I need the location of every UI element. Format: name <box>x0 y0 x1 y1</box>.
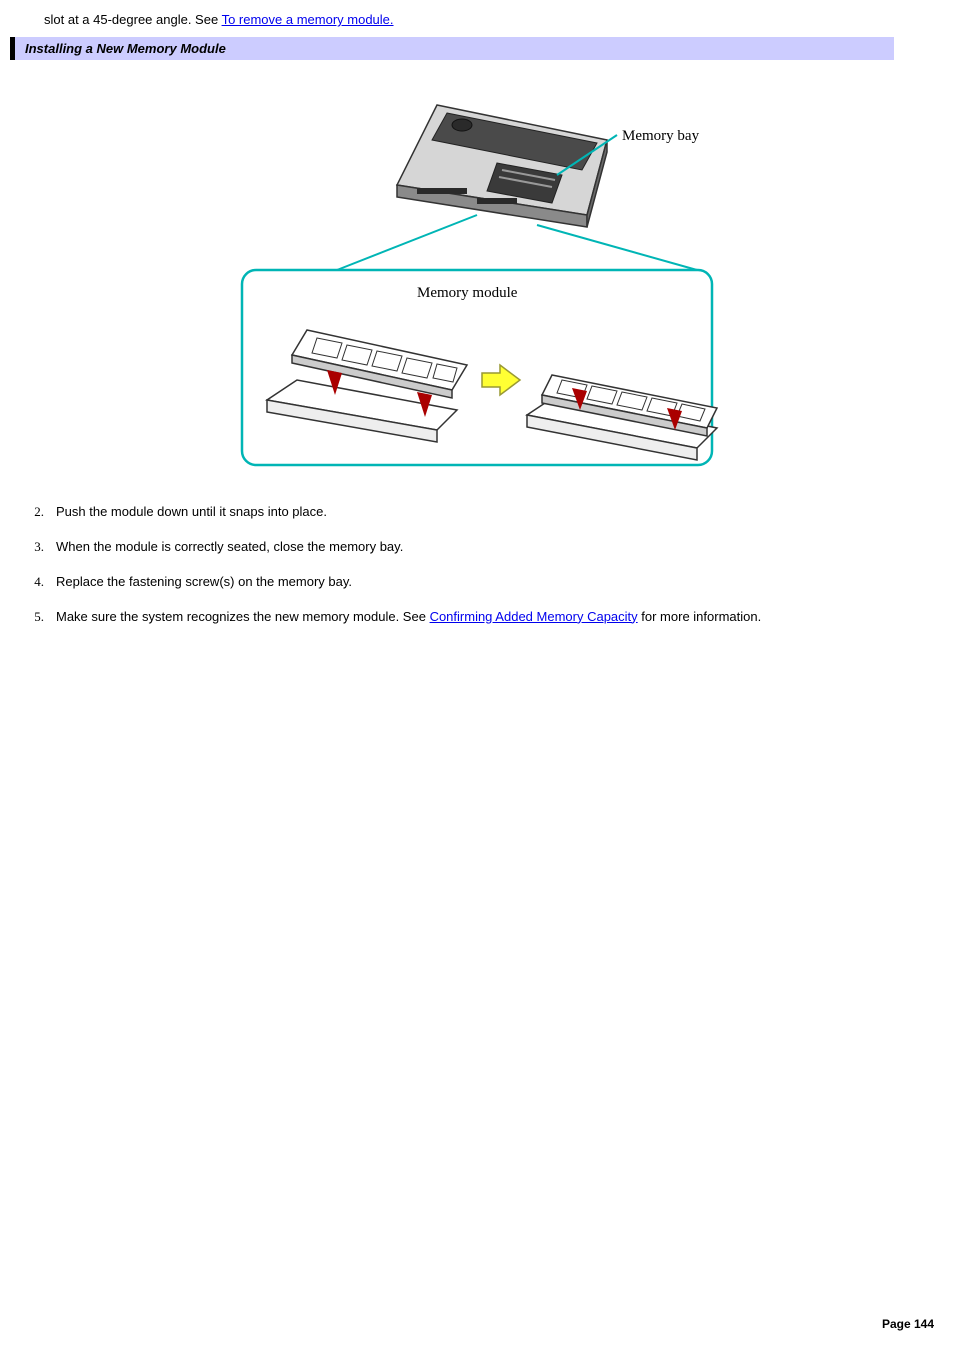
connector-line-right <box>537 225 697 270</box>
step-text-suffix: for more information. <box>638 609 762 624</box>
intro-paragraph: slot at a 45-degree angle. See To remove… <box>0 0 954 37</box>
step-text: Push the module down until it snaps into… <box>56 503 894 522</box>
step-text: Replace the fastening screw(s) on the me… <box>56 573 894 592</box>
label-memory-module: Memory module <box>417 285 518 301</box>
step-item: 5. Make sure the system recognizes the n… <box>30 608 894 627</box>
step-number: 4. <box>30 573 44 592</box>
step-text-prefix: Make sure the system recognizes the new … <box>56 609 430 624</box>
page-content: slot at a 45-degree angle. See To remove… <box>0 0 954 626</box>
label-memory-bay: Memory bay <box>622 128 700 144</box>
step-number: 2. <box>30 503 44 522</box>
step-item: 2. Push the module down until it snaps i… <box>30 503 894 522</box>
figure-container: Memory bay Memory module <box>0 60 954 503</box>
step-item: 3. When the module is correctly seated, … <box>30 538 894 557</box>
intro-text-prefix: slot at a 45-degree angle. See <box>44 12 222 27</box>
remove-memory-link[interactable]: To remove a memory module. <box>222 12 394 27</box>
step-text: When the module is correctly seated, clo… <box>56 538 894 557</box>
laptop-underside <box>397 105 607 227</box>
step-text: Make sure the system recognizes the new … <box>56 608 894 627</box>
transition-arrow <box>482 365 520 395</box>
page-footer: Page 144 <box>882 1317 934 1331</box>
connector-line-left <box>337 215 477 270</box>
memory-module-after <box>527 375 717 460</box>
memory-module-figure: Memory bay Memory module <box>227 75 727 475</box>
section-header: Installing a New Memory Module <box>10 37 894 60</box>
confirming-memory-link[interactable]: Confirming Added Memory Capacity <box>430 609 638 624</box>
memory-module-before <box>267 330 467 442</box>
step-item: 4. Replace the fastening screw(s) on the… <box>30 573 894 592</box>
step-number: 5. <box>30 608 44 627</box>
step-number: 3. <box>30 538 44 557</box>
step-list: 2. Push the module down until it snaps i… <box>0 503 954 626</box>
